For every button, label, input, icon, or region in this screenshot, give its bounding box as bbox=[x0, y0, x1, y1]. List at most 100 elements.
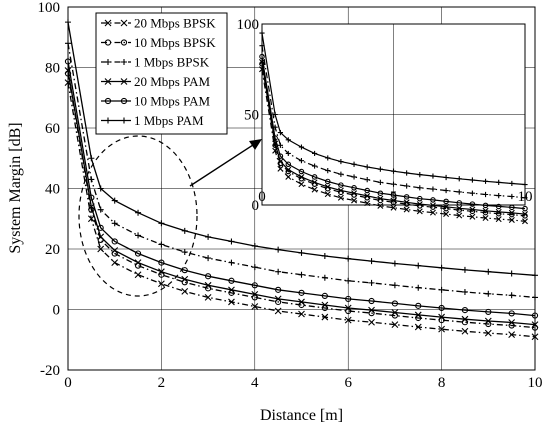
series-line bbox=[67, 82, 536, 338]
legend-item: 20 Mbps BPSK bbox=[101, 16, 216, 31]
inset-data-point bbox=[456, 205, 463, 212]
data-point bbox=[204, 281, 212, 289]
inset-data-point bbox=[277, 130, 284, 136]
data-point bbox=[508, 319, 516, 326]
inset-data-point bbox=[430, 173, 436, 179]
data-point bbox=[275, 286, 282, 293]
data-point bbox=[158, 280, 165, 288]
inset-data-point bbox=[312, 163, 318, 169]
data-point bbox=[204, 294, 212, 301]
data-point bbox=[344, 304, 352, 312]
inset-data-point bbox=[277, 165, 284, 172]
data-point bbox=[321, 252, 328, 259]
data-point bbox=[461, 315, 469, 323]
inset-series-line bbox=[261, 33, 526, 186]
inset-y-tick-label: 50 bbox=[244, 108, 259, 124]
data-point bbox=[158, 268, 165, 276]
data-point bbox=[368, 306, 375, 314]
inset-data-point bbox=[324, 191, 331, 198]
inset-data-point bbox=[403, 206, 410, 213]
data-point bbox=[298, 271, 305, 278]
inset-data-point bbox=[482, 207, 489, 214]
data-point bbox=[134, 250, 142, 257]
inset-data-point bbox=[456, 212, 463, 219]
data-point bbox=[228, 259, 235, 266]
inset-data-point bbox=[390, 181, 397, 187]
inset-data-point bbox=[298, 158, 305, 164]
data-point bbox=[228, 286, 235, 294]
inset-data-point bbox=[377, 190, 384, 196]
data-point bbox=[275, 268, 282, 275]
data-point bbox=[391, 309, 399, 316]
inset-series-3 bbox=[259, 59, 528, 218]
inset-data-point bbox=[469, 177, 475, 183]
data-point bbox=[368, 279, 375, 286]
data-point bbox=[97, 206, 104, 213]
y-tick-label: 20 bbox=[45, 242, 60, 258]
inset-data-point bbox=[390, 204, 397, 211]
series-line bbox=[67, 61, 536, 317]
inset-data-point bbox=[443, 211, 450, 218]
data-point bbox=[181, 287, 189, 295]
inset-y-tick-label: 100 bbox=[237, 17, 260, 33]
y-tick-label: 60 bbox=[45, 121, 60, 137]
legend-marker bbox=[104, 78, 112, 85]
data-point bbox=[298, 310, 305, 318]
data-point bbox=[88, 194, 95, 201]
legend-label: 1 Mbps PAM bbox=[134, 113, 204, 128]
y-tick-label: 100 bbox=[38, 0, 61, 16]
inset-data-point bbox=[495, 208, 502, 215]
inset-data-point bbox=[285, 166, 292, 173]
inset-data-point bbox=[272, 135, 278, 141]
inset-series-line bbox=[261, 45, 526, 199]
data-point bbox=[415, 262, 422, 269]
inset-data-point bbox=[443, 187, 449, 194]
inset-data-point bbox=[324, 183, 331, 190]
data-point bbox=[414, 323, 422, 331]
inset-data-point bbox=[325, 155, 331, 161]
legend-marker bbox=[104, 97, 112, 105]
inset-data-point bbox=[495, 216, 502, 223]
legend-item: 20 Mbps PAM bbox=[101, 74, 211, 89]
data-point bbox=[88, 176, 95, 183]
zoom-arrow-head bbox=[249, 139, 262, 150]
legend-label: 20 Mbps BPSK bbox=[134, 16, 216, 31]
inset-data-point bbox=[404, 170, 410, 176]
legend-marker bbox=[105, 117, 111, 124]
inset-data-point bbox=[390, 168, 397, 174]
inset-data-point bbox=[277, 142, 284, 148]
legend-item: 1 Mbps BPSK bbox=[101, 55, 210, 70]
zoom-ellipse bbox=[78, 135, 198, 297]
data-point bbox=[228, 277, 235, 284]
inset-data-point bbox=[417, 185, 423, 191]
data-point bbox=[251, 264, 258, 271]
inset-data-point bbox=[338, 171, 344, 177]
data-point bbox=[298, 298, 305, 306]
data-point bbox=[111, 247, 119, 254]
data-point bbox=[251, 290, 259, 298]
inset-x-tick-label: 0 bbox=[258, 189, 266, 205]
data-point bbox=[368, 297, 375, 305]
inset-data-point bbox=[496, 179, 502, 185]
series-2 bbox=[65, 40, 538, 301]
data-point bbox=[228, 238, 235, 245]
data-point bbox=[485, 268, 492, 275]
inset-x-tick-label: 10 bbox=[518, 189, 533, 205]
data-point bbox=[321, 292, 328, 299]
data-point bbox=[205, 273, 212, 280]
legend-marker bbox=[104, 19, 112, 27]
legend-item: 10 Mbps PAM bbox=[101, 94, 211, 109]
data-point bbox=[461, 307, 469, 314]
x-tick-label: 0 bbox=[64, 375, 72, 391]
inset-data-point bbox=[277, 153, 284, 159]
inset-data-point bbox=[416, 201, 423, 208]
legend-item: 1 Mbps PAM bbox=[101, 113, 204, 128]
series-line bbox=[67, 43, 536, 299]
data-point bbox=[484, 317, 492, 325]
inset-data-point bbox=[272, 111, 278, 118]
legend-box bbox=[95, 12, 228, 135]
